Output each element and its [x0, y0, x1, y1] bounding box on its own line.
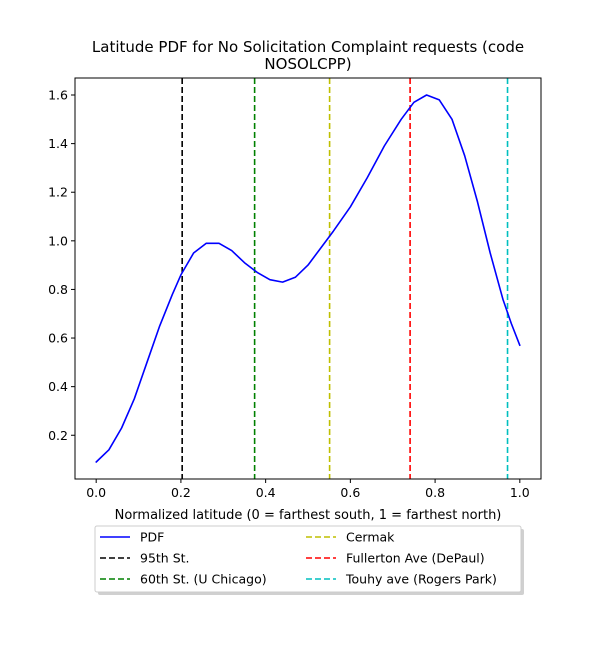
- plot-frame: [74, 77, 542, 480]
- legend: PDF 95th St. 60th St. (U Chicago) Cermak Ful…: [94, 525, 524, 595]
- plot-area: [74, 77, 542, 480]
- chart-title: Latitude PDF for No Solicitation Complai…: [92, 38, 524, 56]
- y-tick-label: 1.0: [48, 233, 68, 248]
- legend-label-2: 95th St.: [140, 551, 190, 566]
- chart-title-line2: NOSOLCPP): [264, 55, 351, 73]
- x-axis-ticks: 0.0 0.2 0.4 0.6 0.8 1.0: [86, 479, 530, 500]
- x-tick-label: 0.0: [86, 485, 106, 500]
- y-tick-label: 1.2: [48, 185, 68, 200]
- x-tick-label: 0.4: [256, 485, 276, 500]
- legend-label-5: Fullerton Ave (DePaul): [346, 551, 485, 566]
- x-tick-label: 1.0: [510, 485, 530, 500]
- y-tick-label: 1.6: [48, 88, 68, 103]
- y-tick-label: 0.2: [48, 428, 68, 443]
- series-layer: [95, 94, 521, 463]
- legend-label-3: 60th St. (U Chicago): [140, 572, 267, 587]
- legend-box: [94, 525, 522, 593]
- y-tick-label: 0.4: [48, 379, 68, 394]
- x-axis-label: Normalized latitude (0 = farthest south,…: [115, 508, 502, 523]
- y-tick-label: 0.8: [48, 282, 68, 297]
- series-line-1: [95, 94, 521, 463]
- y-tick-label: 1.4: [48, 136, 68, 151]
- plot-background: [75, 78, 541, 479]
- x-tick-label: 0.6: [340, 485, 360, 500]
- y-axis-ticks: 0.2 0.4 0.6 0.8 1.0 1.2 1.4 1.6: [48, 88, 75, 443]
- x-tick-label: 0.2: [171, 485, 191, 500]
- legend-entries: PDF 95th St. 60th St. (U Chicago) Cermak Ful…: [100, 530, 497, 587]
- legend-label-4: Cermak: [346, 530, 395, 545]
- x-tick-label: 0.8: [425, 485, 445, 500]
- y-tick-label: 0.6: [48, 331, 68, 346]
- legend-label-6: Touhy ave (Rogers Park): [345, 572, 497, 587]
- legend-label-1: PDF: [140, 530, 164, 545]
- vertical-reference-lines: [181, 78, 509, 479]
